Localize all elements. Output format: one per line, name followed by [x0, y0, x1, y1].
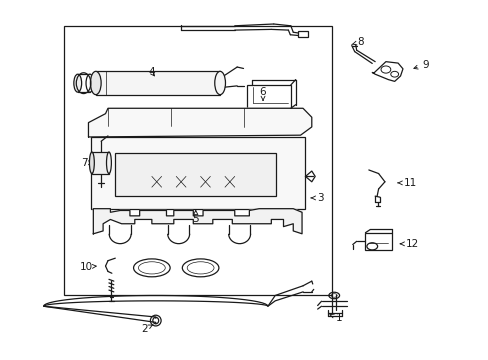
Text: 8: 8	[351, 37, 363, 47]
Circle shape	[390, 71, 398, 77]
Ellipse shape	[74, 74, 81, 92]
Bar	[365, 233, 391, 250]
Text: 2: 2	[141, 324, 153, 334]
Bar	[96, 71, 220, 95]
Bar	[246, 85, 290, 108]
Ellipse shape	[106, 152, 111, 174]
Ellipse shape	[86, 74, 94, 92]
Polygon shape	[88, 108, 311, 137]
Ellipse shape	[214, 71, 225, 95]
Bar	[64, 26, 331, 295]
Text: 7: 7	[81, 158, 92, 168]
Text: 10: 10	[80, 262, 96, 272]
Text: 12: 12	[400, 239, 419, 249]
Bar	[92, 152, 109, 174]
Bar	[298, 31, 307, 37]
Ellipse shape	[90, 71, 101, 95]
Text: 4: 4	[148, 67, 155, 77]
Text: 6: 6	[259, 87, 266, 100]
Ellipse shape	[89, 152, 94, 174]
Bar	[91, 137, 305, 209]
Text: 9: 9	[413, 59, 428, 69]
Polygon shape	[93, 209, 302, 234]
Text: 1: 1	[329, 313, 342, 323]
Text: 11: 11	[397, 178, 416, 188]
Bar	[115, 153, 276, 196]
Text: 3: 3	[310, 193, 323, 203]
Circle shape	[380, 66, 390, 73]
Text: 5: 5	[192, 210, 199, 224]
